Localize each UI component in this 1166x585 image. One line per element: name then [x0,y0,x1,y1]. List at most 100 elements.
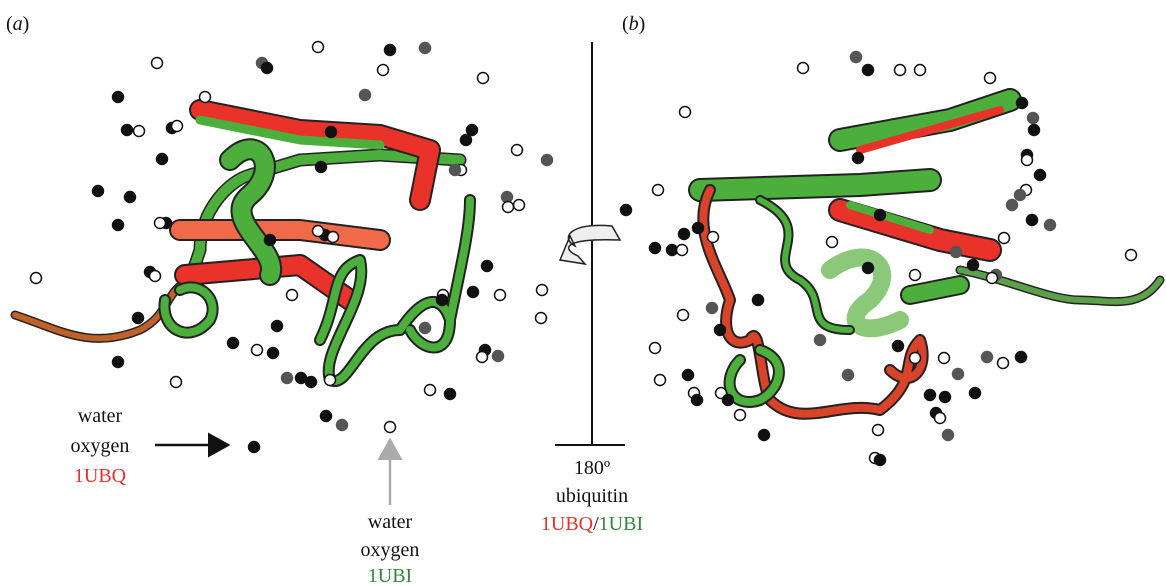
water-oxygen [437,295,448,306]
water-oxygen [915,65,926,76]
water-oxygen [815,335,826,346]
water-oxygen [895,65,906,76]
water-oxygen [723,395,734,406]
water-oxygen [1015,190,1026,201]
water-oxygen [272,321,283,332]
water-oxygen [313,226,324,237]
water-oxygen [122,125,133,136]
water-oxygen [1027,215,1038,226]
water-oxygen [155,218,166,229]
water-oxygen [113,220,124,231]
water-oxygen [1028,113,1039,124]
water-oxygen [715,325,726,336]
water-oxygen [1007,200,1018,211]
legend-id: 1UBI [368,565,412,585]
water-oxygen [252,345,263,356]
water-oxygen [910,353,921,364]
water-oxygen [1126,250,1137,261]
water-oxygen [157,154,168,165]
water-oxygen [987,273,998,284]
water-oxygen [262,63,273,74]
water-oxygen [753,295,764,306]
panel-label-a: (a) [6,13,29,35]
water-oxygen [316,162,327,173]
water-oxygen [385,45,396,56]
water-oxygen [468,287,479,298]
water-oxygen [378,65,389,76]
water-oxygen [873,425,884,436]
water-oxygen [265,235,276,246]
water-oxygen [759,430,770,441]
water-oxygen [125,192,136,203]
water-oxygen [863,263,874,274]
water-oxygen [1022,155,1033,166]
water-oxygen [851,52,862,63]
water-oxygen [943,430,954,441]
water-oxygen [693,223,704,234]
water-oxygen [542,155,553,166]
water-oxygen [537,285,548,296]
water-oxygen [707,303,718,314]
water-oxygen [420,43,431,54]
water-oxygen [650,343,661,354]
water-oxygen [925,390,936,401]
water-oxygen [678,310,689,321]
water-oxygen [268,348,279,359]
water-oxygen [935,413,946,424]
water-oxygen [514,200,525,211]
water-oxygen [968,260,979,271]
water-oxygen [249,442,260,453]
water-oxygen [940,392,951,403]
water-oxygen [477,352,488,363]
water-oxygen [360,90,371,101]
water-oxygen [113,357,124,368]
water-oxygen [31,273,42,284]
water-oxygen [653,185,664,196]
water-oxygen [325,375,336,386]
water-oxygen [482,261,493,272]
water-oxygen [493,351,504,362]
water-oxygen [450,165,461,176]
water-oxygen [853,153,864,164]
water-oxygen [1035,170,1046,181]
water-oxygen [306,377,317,388]
water-oxygen [337,420,348,431]
legend-text: water [368,511,413,533]
water-oxygen [863,65,874,76]
water-oxygen [326,127,337,138]
protein-a [15,110,470,381]
water-oxygen [321,411,332,422]
water-oxygen [655,375,666,386]
water-oxygen [683,370,694,381]
water-oxygen [512,145,523,156]
water-oxygen [680,107,691,118]
water-oxygen [985,73,996,84]
water-oxygen [385,422,396,433]
legend-text: oxygen [361,539,420,561]
water-oxygen [425,385,436,396]
water-oxygen [1029,125,1040,136]
water-oxygen [313,42,324,53]
water-oxygen [970,388,981,399]
water-oxygen [982,352,993,363]
water-oxygen [679,229,690,240]
figure: (a) (b) [0,0,1166,585]
panel-label-b: (b) [622,13,645,35]
water-oxygen [1016,352,1027,363]
water-oxygen [171,377,182,388]
water-oxygen [843,370,854,381]
water-oxygen [1017,98,1028,109]
water-oxygen [93,186,104,197]
water-oxygen [692,395,703,406]
water-oxygen [798,63,809,74]
water-oxygen [282,373,293,384]
legend-text: water [78,405,123,427]
water-oxygen [478,73,489,84]
water-oxygen [951,247,962,258]
water-oxygen [621,205,632,216]
water-oxygen [1045,220,1056,231]
water-oxygen [134,126,145,137]
legend-id: 1UBQ [74,465,127,487]
protein-b [700,100,1160,414]
water-oxygen [113,92,124,103]
